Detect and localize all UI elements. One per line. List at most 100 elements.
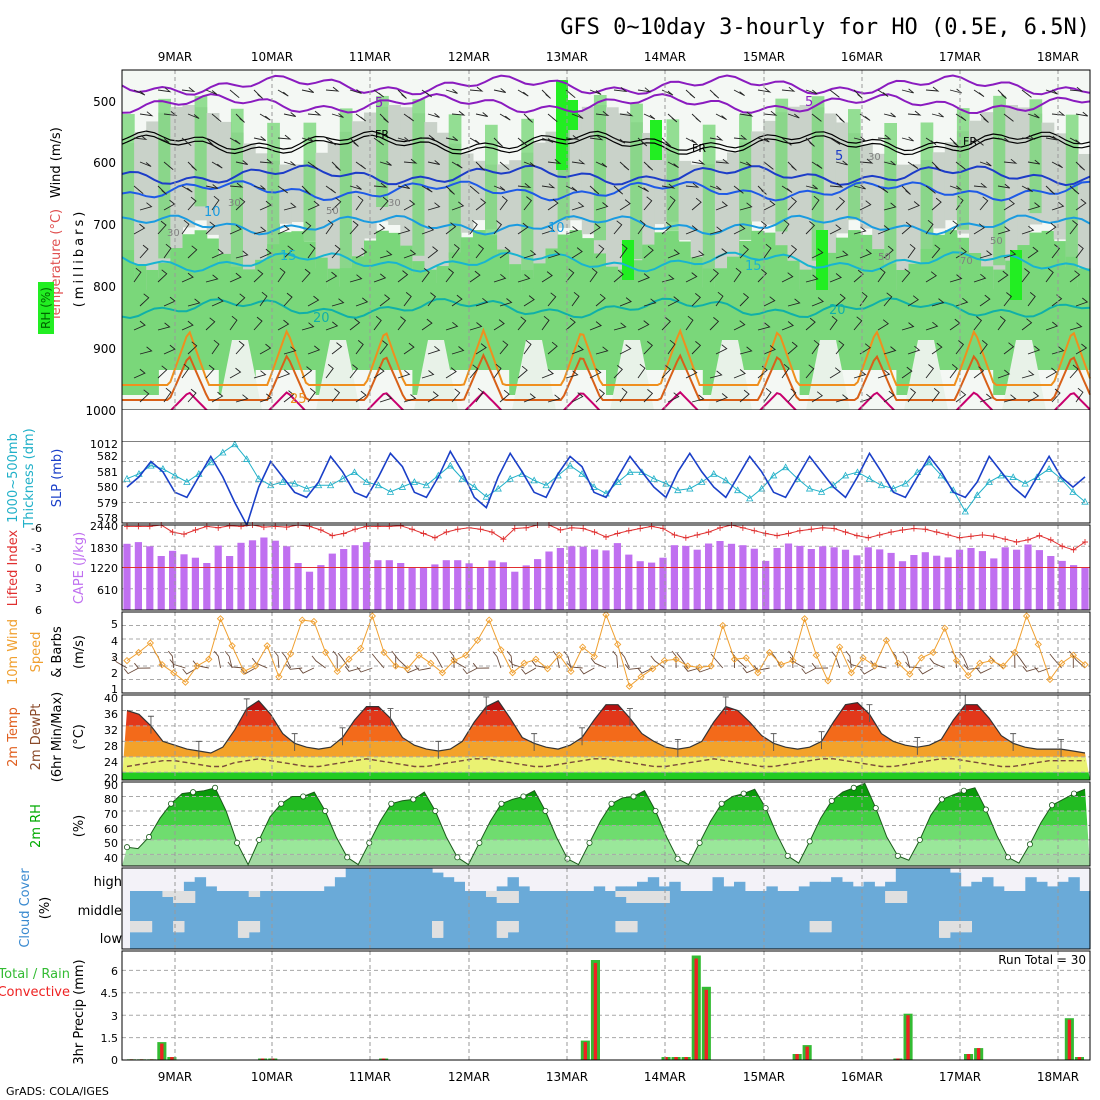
wind-barb — [667, 296, 680, 307]
rh-cell — [122, 250, 135, 395]
wind-barb — [637, 667, 653, 674]
lifted-index-point — [796, 527, 803, 534]
wind-barb — [427, 160, 440, 165]
rh-cell — [303, 241, 317, 370]
rh-cell — [739, 240, 752, 370]
rh-cell — [714, 160, 728, 287]
wind-barb — [787, 197, 797, 211]
wind-barb — [379, 340, 389, 355]
cape-bar — [1081, 567, 1089, 610]
cape-bar — [841, 549, 850, 610]
wind-speed-point — [812, 651, 820, 659]
cloud-cell — [755, 891, 767, 921]
wind-barb — [403, 394, 417, 403]
thickness-point — [578, 469, 586, 477]
wind-speed-point — [520, 659, 528, 667]
wind-barb — [451, 110, 466, 116]
thickness-point — [231, 440, 239, 448]
wind-barb — [973, 316, 983, 331]
wind-speed-point — [871, 662, 879, 670]
cloud-cell — [1025, 891, 1037, 921]
wind-speed-point — [368, 612, 376, 620]
date-label: 15MAR — [743, 1070, 785, 1084]
lifted-index-point — [409, 526, 416, 533]
wind-barb — [332, 650, 338, 669]
wind-barb — [859, 249, 872, 259]
wind-barb — [877, 185, 889, 193]
wind-barb — [181, 272, 194, 283]
cloud-cell — [1046, 891, 1059, 921]
cloud-cell — [162, 897, 174, 921]
wind-barb — [949, 137, 959, 147]
rh-point — [366, 839, 373, 846]
rh-cell — [388, 105, 401, 226]
rh-point — [520, 793, 527, 800]
rh-cell — [860, 234, 873, 370]
wind-barb — [1022, 666, 1039, 672]
wind-barb — [853, 184, 866, 190]
lifted-index-point — [899, 526, 906, 533]
wind-barb — [907, 161, 919, 169]
cloud-cell — [723, 886, 735, 891]
lifted-index-point — [910, 525, 917, 532]
precip-conv-bar — [704, 989, 708, 1060]
wind-barb — [355, 247, 368, 259]
wind-barb — [1003, 394, 1017, 403]
wind-barb — [835, 160, 848, 166]
isotherm-line — [121, 251, 1091, 273]
cloud-cell — [1014, 891, 1026, 921]
wind-barb — [955, 247, 967, 259]
wind-barb — [325, 321, 339, 331]
lifted-index-point — [967, 533, 974, 540]
axis-title-cape: CAPE (J/kg) — [72, 532, 87, 604]
date-label: 12MAR — [448, 1070, 490, 1084]
cloud-cell — [949, 872, 962, 891]
wind-barb — [859, 393, 873, 403]
rh-cell — [751, 230, 764, 370]
cloud-cell — [874, 886, 886, 891]
wind-barb — [811, 391, 823, 403]
cape-bar — [442, 560, 450, 610]
isotherm-label: 25 — [290, 392, 307, 407]
wind-speed-point — [929, 648, 937, 657]
cape-bars — [123, 537, 1089, 611]
rh-cell — [872, 153, 885, 254]
rh-label: 30 — [388, 198, 401, 209]
wind-barb — [229, 272, 242, 283]
cloud-cell — [356, 891, 368, 921]
cape-bar — [1013, 549, 1021, 610]
thickness-point — [638, 468, 646, 476]
wind-barb — [1021, 268, 1031, 283]
bottom-date-axis: 9MAR 10MAR 11MAR 12MAR 13MAR 14MAR 15MAR… — [158, 1070, 1079, 1084]
wind-barb — [301, 137, 314, 142]
wind-barb — [739, 245, 749, 259]
date-label: 14MAR — [644, 1070, 686, 1084]
thickness-point — [650, 474, 658, 482]
rh-cell — [230, 108, 244, 275]
wind-speed-point — [403, 665, 412, 673]
cloud-cell — [1036, 921, 1048, 949]
wind-barb — [925, 86, 940, 92]
rh-cell — [581, 106, 595, 235]
cape-bar — [191, 557, 199, 610]
precip-tick: 1.5 — [101, 1032, 119, 1045]
wind-barb — [742, 667, 759, 674]
cloud-cell — [475, 891, 487, 921]
lifted-index-point — [603, 534, 609, 541]
wind-barb — [547, 250, 561, 259]
wind-barb — [133, 223, 146, 235]
wind-barb — [925, 219, 934, 235]
isotherm-label: 5 — [835, 149, 843, 164]
lifted-index-point — [238, 523, 245, 530]
lifted-index-point — [420, 530, 427, 537]
rh-cell — [170, 248, 184, 370]
wind-barb — [925, 185, 936, 194]
wind-barb — [547, 113, 558, 123]
rh-cell — [944, 230, 958, 370]
rh-cell — [1077, 268, 1091, 370]
wind-speed-point — [123, 656, 131, 665]
rh-cell — [610, 340, 654, 410]
wind-barb — [211, 113, 222, 123]
wind-barb — [205, 274, 219, 283]
rh-cell — [1041, 230, 1055, 370]
